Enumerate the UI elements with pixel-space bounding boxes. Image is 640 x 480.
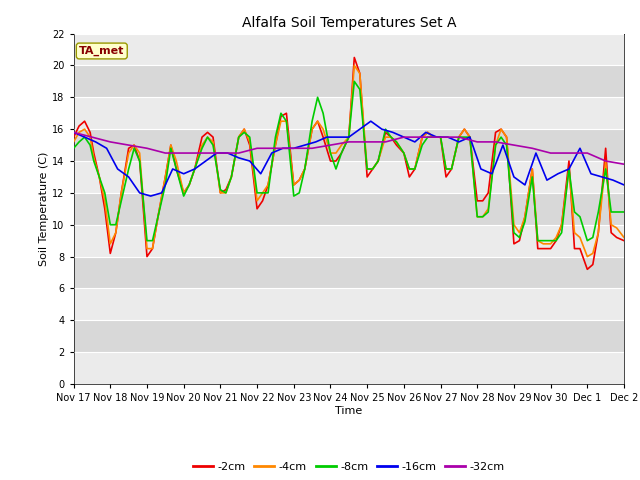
- Bar: [74, 129, 624, 161]
- Legend: -2cm, -4cm, -8cm, -16cm, -32cm: -2cm, -4cm, -8cm, -16cm, -32cm: [188, 457, 509, 477]
- Title: Alfalfa Soil Temperatures Set A: Alfalfa Soil Temperatures Set A: [241, 16, 456, 30]
- Text: TA_met: TA_met: [79, 46, 124, 56]
- Bar: [74, 65, 624, 97]
- Y-axis label: Soil Temperature (C): Soil Temperature (C): [39, 152, 49, 266]
- Bar: [74, 193, 624, 225]
- X-axis label: Time: Time: [335, 406, 362, 416]
- Bar: [74, 97, 624, 129]
- Bar: [74, 257, 624, 288]
- Bar: [74, 320, 624, 352]
- Bar: [74, 161, 624, 193]
- Bar: [74, 352, 624, 384]
- Bar: [74, 34, 624, 65]
- Bar: [74, 288, 624, 320]
- Bar: [74, 225, 624, 257]
